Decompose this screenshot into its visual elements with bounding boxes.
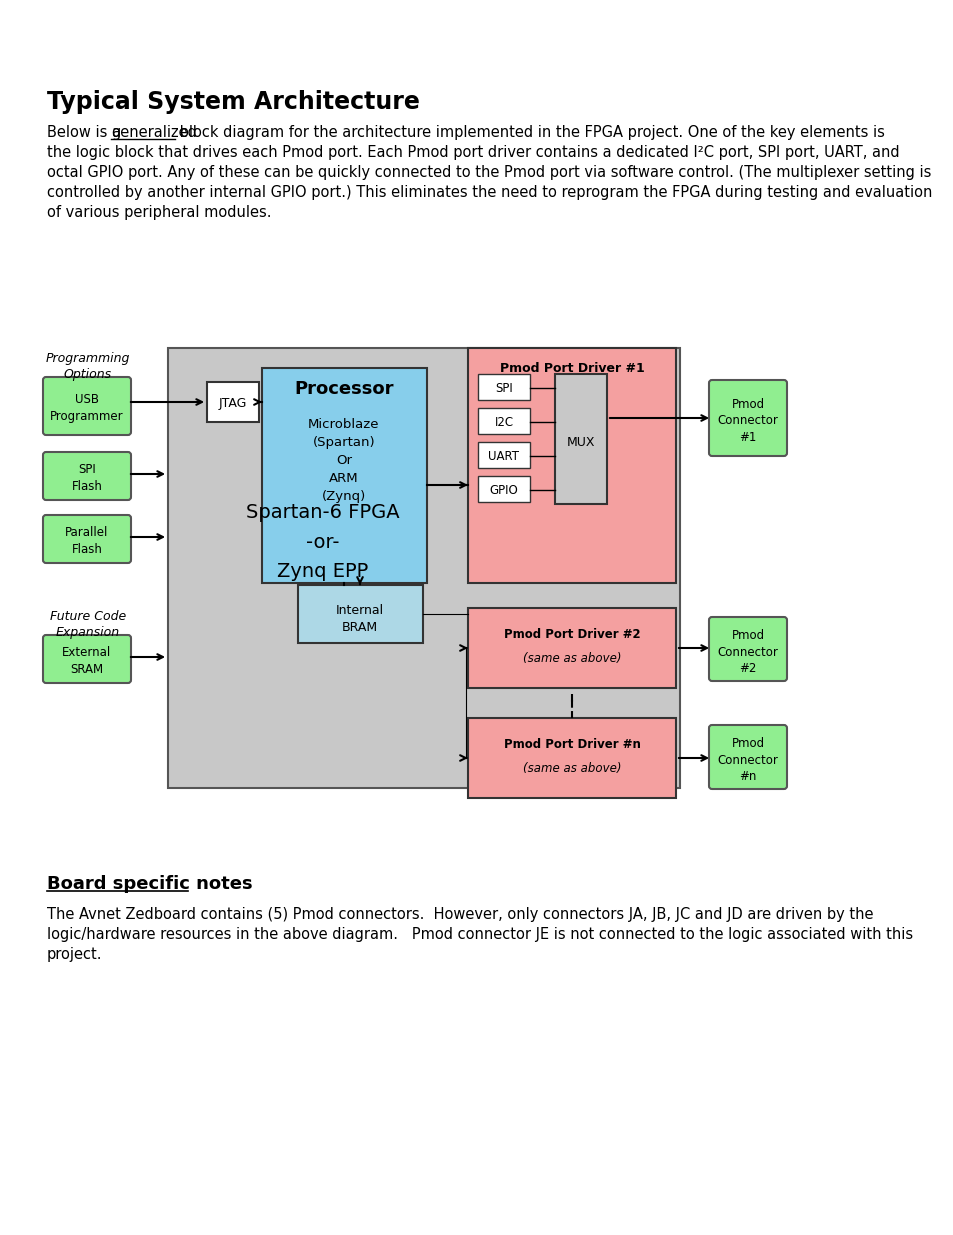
Bar <box>207 382 258 422</box>
Text: Microblaze
(Spartan)
Or
ARM
(Zynq): Microblaze (Spartan) Or ARM (Zynq) <box>308 417 379 503</box>
Text: SPI
Flash: SPI Flash <box>71 463 102 493</box>
Text: of various peripheral modules.: of various peripheral modules. <box>47 205 272 220</box>
Text: (same as above): (same as above) <box>522 652 620 664</box>
FancyBboxPatch shape <box>708 380 786 456</box>
Bar <box>468 718 676 798</box>
Text: MUX: MUX <box>566 436 595 448</box>
Bar <box>468 348 676 583</box>
Text: USB
Programmer: USB Programmer <box>51 393 124 422</box>
Text: Board specific notes: Board specific notes <box>47 876 253 893</box>
Text: Pmod Port Driver #2: Pmod Port Driver #2 <box>503 629 639 641</box>
Text: Typical System Architecture: Typical System Architecture <box>47 90 419 114</box>
FancyBboxPatch shape <box>708 725 786 789</box>
Bar <box>168 348 679 788</box>
Text: UART: UART <box>488 450 519 462</box>
Text: Internal
BRAM: Internal BRAM <box>335 604 384 634</box>
Text: project.: project. <box>47 947 102 962</box>
Bar <box>262 368 427 583</box>
FancyBboxPatch shape <box>708 618 786 680</box>
Text: generalized: generalized <box>111 125 196 140</box>
Text: logic/hardware resources in the above diagram.   Pmod connector JE is not connec: logic/hardware resources in the above di… <box>47 927 912 942</box>
Text: block diagram for the architecture implemented in the FPGA project. One of the k: block diagram for the architecture imple… <box>174 125 884 140</box>
Text: SPI: SPI <box>495 382 513 394</box>
Bar <box>468 608 676 688</box>
Text: External
SRAM: External SRAM <box>62 646 112 676</box>
Text: controlled by another internal GPIO port.) This eliminates the need to reprogram: controlled by another internal GPIO port… <box>47 185 931 200</box>
FancyBboxPatch shape <box>43 635 131 683</box>
Text: Spartan-6 FPGA
-or-
Zynq EPP: Spartan-6 FPGA -or- Zynq EPP <box>246 503 399 580</box>
FancyBboxPatch shape <box>43 452 131 500</box>
Bar <box>477 475 530 501</box>
Bar <box>477 442 530 468</box>
Text: Future Code
Expansion: Future Code Expansion <box>50 610 126 638</box>
Text: (same as above): (same as above) <box>522 762 620 776</box>
Text: the logic block that drives each Pmod port. Each Pmod port driver contains a ded: the logic block that drives each Pmod po… <box>47 144 899 161</box>
Bar <box>297 585 422 643</box>
Text: GPIO: GPIO <box>489 483 517 496</box>
Text: JTAG: JTAG <box>218 396 247 410</box>
FancyBboxPatch shape <box>43 377 131 435</box>
Text: Pmod
Connector
#2: Pmod Connector #2 <box>717 629 778 676</box>
Text: I2C: I2C <box>494 415 513 429</box>
Text: Parallel
Flash: Parallel Flash <box>65 526 109 556</box>
Text: Processor: Processor <box>294 380 394 398</box>
Text: Pmod Port Driver #n: Pmod Port Driver #n <box>503 739 639 751</box>
FancyBboxPatch shape <box>43 515 131 563</box>
Text: The Avnet Zedboard contains (5) Pmod connectors.  However, only connectors JA, J: The Avnet Zedboard contains (5) Pmod con… <box>47 906 873 923</box>
Text: Programming
Options: Programming Options <box>46 352 130 382</box>
Text: Pmod Port Driver #1: Pmod Port Driver #1 <box>499 362 643 375</box>
Bar <box>477 408 530 433</box>
Bar <box>555 374 606 504</box>
Text: Pmod
Connector
#1: Pmod Connector #1 <box>717 398 778 445</box>
Text: octal GPIO port. Any of these can be quickly connected to the Pmod port via soft: octal GPIO port. Any of these can be qui… <box>47 165 930 180</box>
Bar <box>477 374 530 400</box>
Text: Pmod
Connector
#n: Pmod Connector #n <box>717 737 778 783</box>
Text: Below is a: Below is a <box>47 125 126 140</box>
